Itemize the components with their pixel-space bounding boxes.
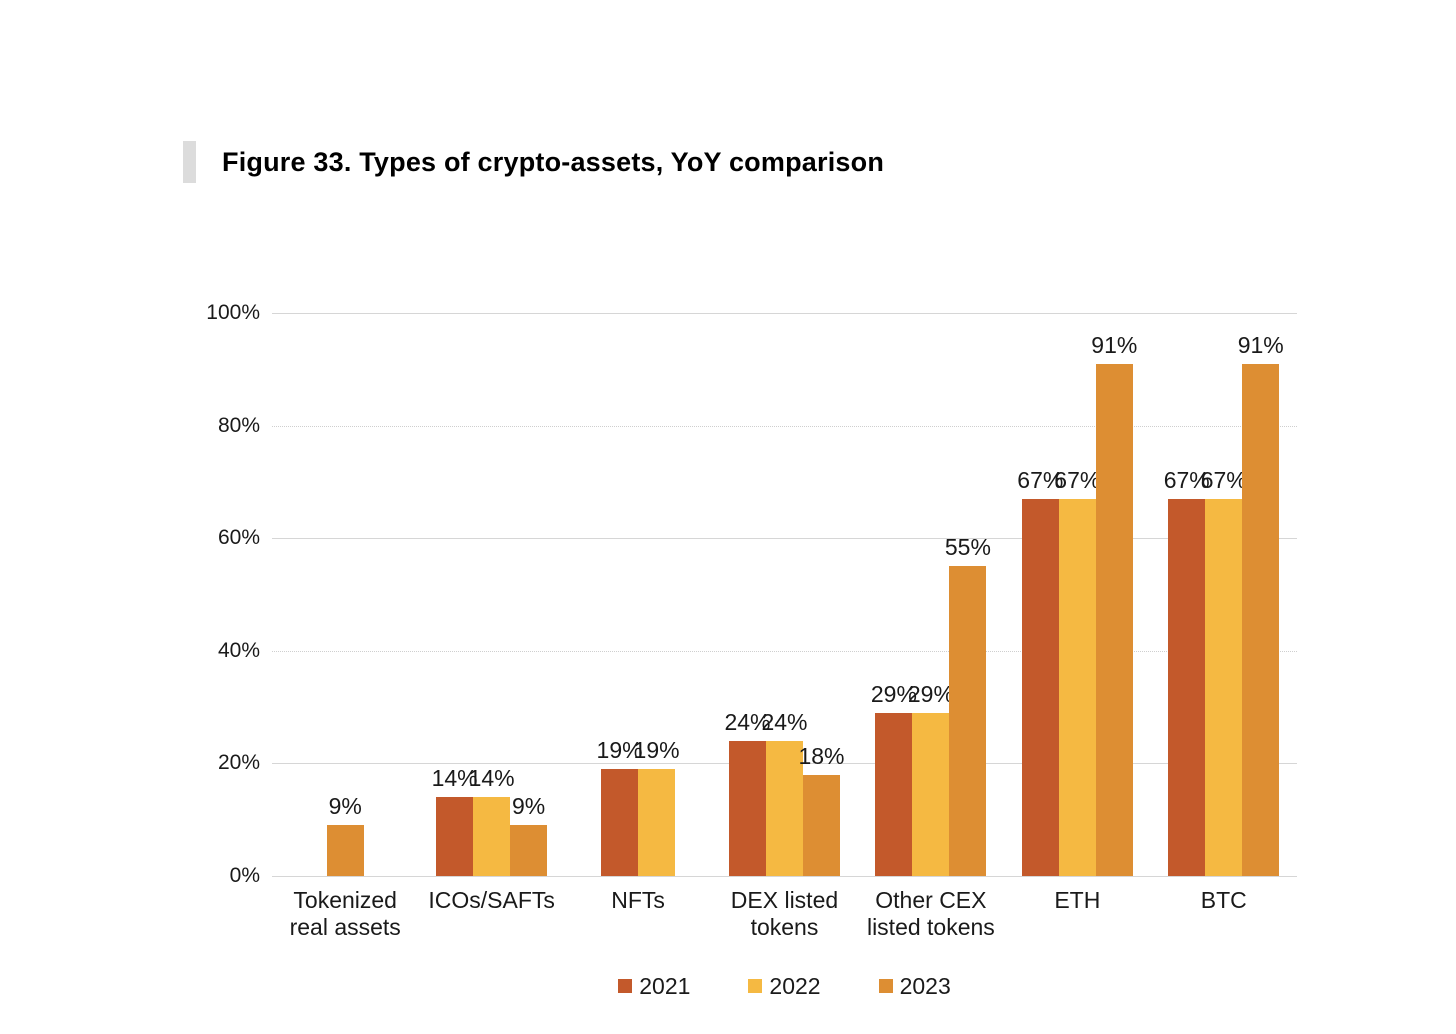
category-label: Tokenized real assets <box>272 887 418 941</box>
bar-2021: 14% <box>432 766 478 876</box>
bar-group: 67% 67% 91% <box>1004 313 1150 876</box>
category-label: Other CEX listed tokens <box>858 887 1004 941</box>
bar-groups: 9% 14% 14% 9% 19% 19% 24% 24% 18% 29% 29% 55% 67% 67%… <box>272 313 1297 876</box>
bar-2023: 55% <box>945 535 991 876</box>
bar-value-label: 14% <box>431 765 478 792</box>
bar-value-label: 67% <box>1017 466 1064 493</box>
legend-label: 2022 <box>769 973 821 999</box>
y-tick-label: 100% <box>206 301 260 324</box>
category-label-text: Other CEX listed tokens <box>866 887 995 940</box>
category-label: ICOs/SAFTs <box>418 887 564 941</box>
x-axis-labels: Tokenized real assets ICOs/SAFTs NFTs DEX l… <box>272 887 1297 941</box>
category-label: BTC <box>1151 887 1297 941</box>
legend-label: 2023 <box>899 973 951 999</box>
bar-2021: 29% <box>871 682 917 876</box>
gridline-0 <box>272 876 1297 877</box>
bar-group: 24% 24% 18% <box>711 313 857 876</box>
category-label: DEX listed tokens <box>711 887 857 941</box>
bar-value-label: 18% <box>798 742 845 769</box>
bar-group: 19% 19% <box>565 313 711 876</box>
bar-value-label: 9% <box>512 793 546 820</box>
category-label-text: BTC <box>1200 887 1247 913</box>
bar-2021: 19% <box>597 738 643 876</box>
bar-2022: 24% <box>761 710 807 876</box>
bar-2021: 24% <box>724 710 770 876</box>
bar-value-label: 24% <box>761 708 808 735</box>
bar-value-label: 67% <box>1200 466 1247 493</box>
bar-group: 29% 29% 55% <box>858 313 1004 876</box>
bar-value-label: 29% <box>907 680 954 707</box>
y-tick-label: 40% <box>217 638 260 662</box>
category-label-text: NFTs <box>611 887 665 913</box>
y-tick-label: 60% <box>217 526 260 550</box>
bar-2023: 9% <box>510 794 548 876</box>
legend-swatch <box>878 979 893 993</box>
bar-value-label: 67% <box>1163 466 1210 493</box>
bar-2022: 19% <box>634 738 680 876</box>
category-label-text: Tokenized real assets <box>289 887 401 940</box>
y-tick-label: 0% <box>229 864 260 887</box>
bar-2022: 67% <box>1054 468 1100 876</box>
bar-value-label: 14% <box>468 765 515 792</box>
bar-2021: 67% <box>1164 468 1210 876</box>
gridline-40 <box>272 650 1297 652</box>
bar-2023: 9% <box>326 794 364 876</box>
figure-title: Figure 33. Types of crypto-assets, YoY c… <box>222 146 885 177</box>
bar-2023: 18% <box>798 744 844 876</box>
gridline-60 <box>272 538 1297 540</box>
category-label: NFTs <box>565 887 711 941</box>
bar-value-label: 91% <box>1237 331 1284 358</box>
bar-value-label: 67% <box>1054 466 1101 493</box>
legend-item-2021: 2021 <box>618 972 690 1000</box>
category-label-text: ICOs/SAFTs <box>428 887 555 913</box>
legend-label: 2021 <box>639 973 691 999</box>
gridline-80 <box>272 425 1297 427</box>
legend-item-2023: 2023 <box>878 972 951 1000</box>
legend-swatch <box>748 979 763 993</box>
bar-2022: 14% <box>469 766 515 876</box>
bar-value-label: 55% <box>944 534 991 561</box>
bar-value-label: 29% <box>870 680 917 707</box>
y-tick-label: 20% <box>217 751 260 775</box>
bar-2023: 91% <box>1238 333 1284 876</box>
bar-value-label: 19% <box>596 737 643 764</box>
bar-2021: 67% <box>1017 468 1063 876</box>
plot-area: 9% 14% 14% 9% 19% 19% 24% 24% 18% 29% 29% 55% 67% 67%… <box>272 313 1297 877</box>
category-label: ETH <box>1004 887 1150 941</box>
y-tick-label: 80% <box>217 413 260 437</box>
bar-value-label: 24% <box>724 708 771 735</box>
category-label-text: ETH <box>1054 887 1101 913</box>
legend: 2021 2022 2023 <box>272 972 1297 1000</box>
category-label-text: DEX listed tokens <box>730 887 839 940</box>
bar-group: 67% 67% 91% <box>1151 313 1297 876</box>
figure-header: Figure 33. Types of crypto-assets, YoY c… <box>183 141 884 183</box>
bar-2022: 29% <box>908 682 954 876</box>
legend-item-2022: 2022 <box>748 972 821 1000</box>
bar-2023: 91% <box>1091 333 1137 876</box>
bar-2022: 67% <box>1201 468 1247 876</box>
bar-value-label: 19% <box>633 737 680 764</box>
legend-swatch <box>618 979 633 993</box>
bar-value-label: 9% <box>328 793 362 820</box>
bar-group: 14% 14% 9% <box>418 313 564 876</box>
gridline-100 <box>272 313 1297 314</box>
bar-value-label: 91% <box>1091 331 1138 358</box>
bar-group: 9% <box>272 313 418 876</box>
y-axis: 100% 80% 60% 40% 20% 0% <box>150 301 260 887</box>
title-accent-bar <box>183 141 196 183</box>
